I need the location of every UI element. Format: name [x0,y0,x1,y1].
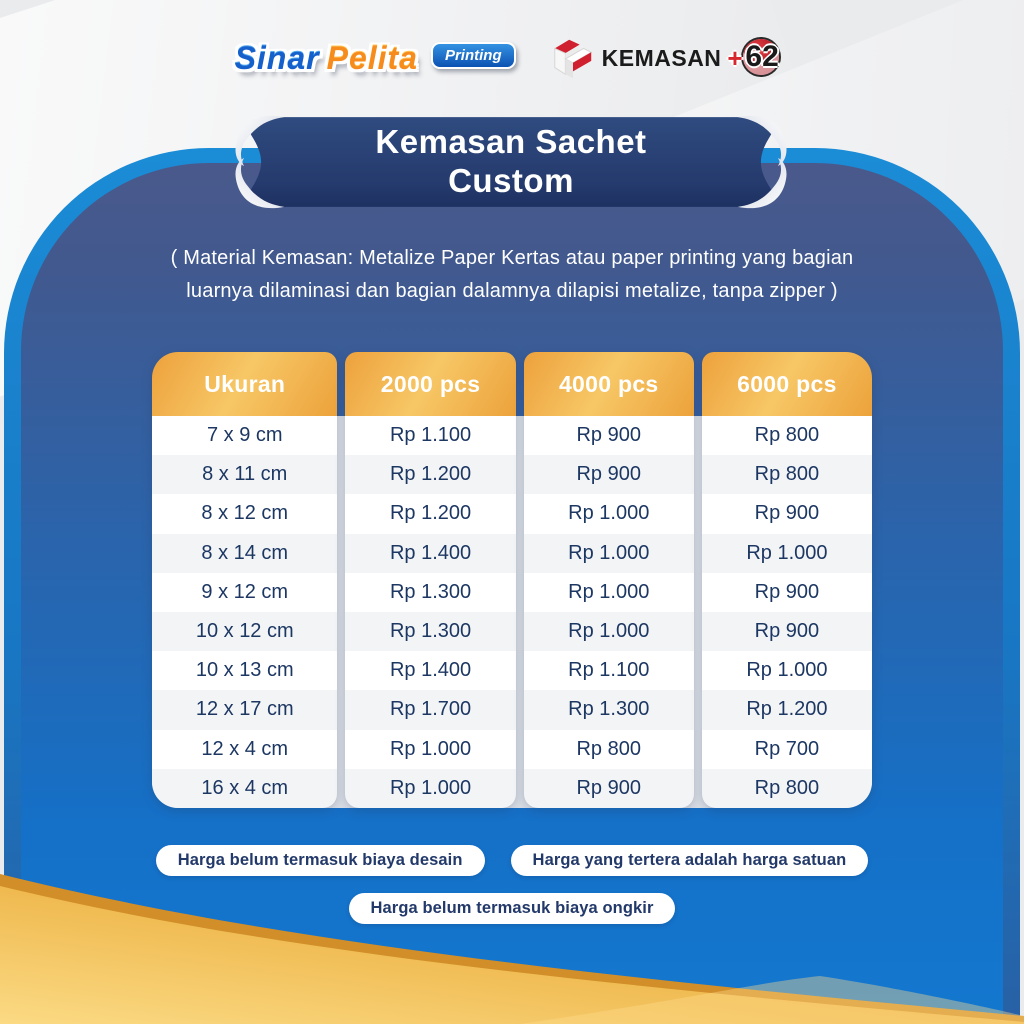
price-cell: Rp 1.400 [345,533,516,573]
title-line-1: Kemasan Sachet [375,123,647,161]
note-pill-satuan: Harga yang tertera adalah harga satuan [510,845,869,876]
logo-word-sinar: Sinar Sinar [235,42,320,74]
column-header: 2000 pcs [345,352,516,416]
sinar-pelita-logo: Sinar Sinar Pelita Pelita Printing [235,41,516,74]
kemasan-62-mark: + 62 [727,38,789,78]
size-cell: 10 x 12 cm [152,611,338,652]
price-cell: Rp 900 [523,768,694,808]
price-column-4000-pcs: 4000 pcs Rp 900 Rp 900 Rp 1.000 Rp 1.000 Rp 1… [523,352,694,808]
price-cell: Rp 900 [523,455,694,495]
price-cell: Rp 1.100 [345,416,516,456]
price-cell: Rp 1.000 [345,729,516,769]
price-cell: Rp 700 [701,729,872,769]
kemasan-wordmark: KEMASAN [601,44,722,71]
title-line-2: Custom [448,162,574,199]
price-cell: Rp 800 [523,729,694,769]
logo-outline: Sinar [234,40,320,76]
description-line-2: luarnya dilaminasi dan bagian dalamnya d… [186,280,838,302]
price-cell: Rp 1.200 [345,455,516,495]
footer-notes: Harga belum termasuk biaya desain Harga … [0,845,1024,924]
size-cell: 8 x 11 cm [152,455,338,495]
material-description: ( Material Kemasan: Metalize Paper Kerta… [0,242,1024,308]
price-columns: Ukuran 7 x 9 cm 8 x 11 cm 8 x 12 cm 8 x 14 c… [152,352,872,808]
price-cell: Rp 1.000 [523,533,694,573]
price-cell: Rp 1.000 [701,651,872,691]
note-pill-desain: Harga belum termasuk biaya desain [155,845,485,876]
notes-row-1: Harga belum termasuk biaya desain Harga … [0,845,1024,876]
logo-outline: Pelita [326,40,418,76]
price-table: Ukuran 7 x 9 cm 8 x 11 cm 8 x 12 cm 8 x 14 c… [152,352,872,808]
price-cell: Rp 1.000 [523,572,694,612]
price-column-6000-pcs: 6000 pcs Rp 800 Rp 800 Rp 900 Rp 1.000 Rp 900… [701,352,872,808]
price-cell: Rp 800 [701,455,872,495]
logo-fill-pelita: Pelita [326,40,418,76]
size-cell: 8 x 14 cm [152,533,338,573]
column-header: 4000 pcs [523,352,694,416]
brand-header: Sinar Sinar Pelita Pelita Printing KEMAS… [0,28,1024,88]
note-pill-ongkir: Harga belum termasuk biaya ongkir [348,893,676,924]
page-title: Kemasan Sachet Custom [232,110,790,214]
size-cell: 16 x 4 cm [152,768,338,808]
price-cell: Rp 1.200 [345,494,516,534]
price-cell: Rp 800 [701,416,872,456]
price-cell: Rp 900 [701,494,872,534]
notes-row-2: Harga belum termasuk biaya ongkir [0,893,1024,924]
price-cell: Rp 1.400 [345,651,516,691]
gold-wave [0,874,1024,1024]
title-ribbon: Kemasan Sachet Custom [232,110,790,214]
box-icon [553,39,592,79]
price-cell: Rp 900 [701,572,872,612]
size-cell: 12 x 17 cm [152,690,338,730]
price-cell: Rp 1.300 [345,572,516,612]
kemasan62-logo: KEMASAN + 62 [550,35,790,81]
price-cell: Rp 1.300 [523,690,694,730]
price-column-2000-pcs: 2000 pcs Rp 1.100 Rp 1.200 Rp 1.200 Rp 1.400… [345,352,516,808]
printing-badge: Printing [430,41,516,69]
price-cell: Rp 900 [523,416,694,456]
price-cell: Rp 900 [701,611,872,652]
logo-fill-sinar: Sinar [234,40,320,76]
price-cell: Rp 1.000 [345,768,516,808]
num-62: 62 [745,40,779,73]
logo-word-pelita: Pelita Pelita [327,42,418,74]
red-circle-icon [743,39,780,75]
column-header: 6000 pcs [701,352,872,416]
price-cell: Rp 1.000 [701,533,872,573]
size-cell: 9 x 12 cm [152,572,338,612]
price-column-ukuran: Ukuran 7 x 9 cm 8 x 11 cm 8 x 12 cm 8 x 14 c… [152,352,338,808]
size-cell: 7 x 9 cm [152,416,338,456]
price-cell: Rp 1.200 [701,690,872,730]
description-line-1: ( Material Kemasan: Metalize Paper Kerta… [170,247,854,269]
price-cell: Rp 1.000 [523,494,694,534]
price-cell: Rp 1.100 [523,651,694,691]
price-cell: Rp 800 [701,768,872,808]
size-cell: 8 x 12 cm [152,494,338,534]
size-cell: 12 x 4 cm [152,729,338,769]
price-cell: Rp 1.000 [523,611,694,652]
size-cell: 10 x 13 cm [152,651,338,691]
ribbon-shape [235,115,787,209]
price-cell: Rp 1.300 [345,611,516,652]
price-cell: Rp 1.700 [345,690,516,730]
column-header: Ukuran [152,352,338,416]
plus-glyph: + [727,43,743,73]
